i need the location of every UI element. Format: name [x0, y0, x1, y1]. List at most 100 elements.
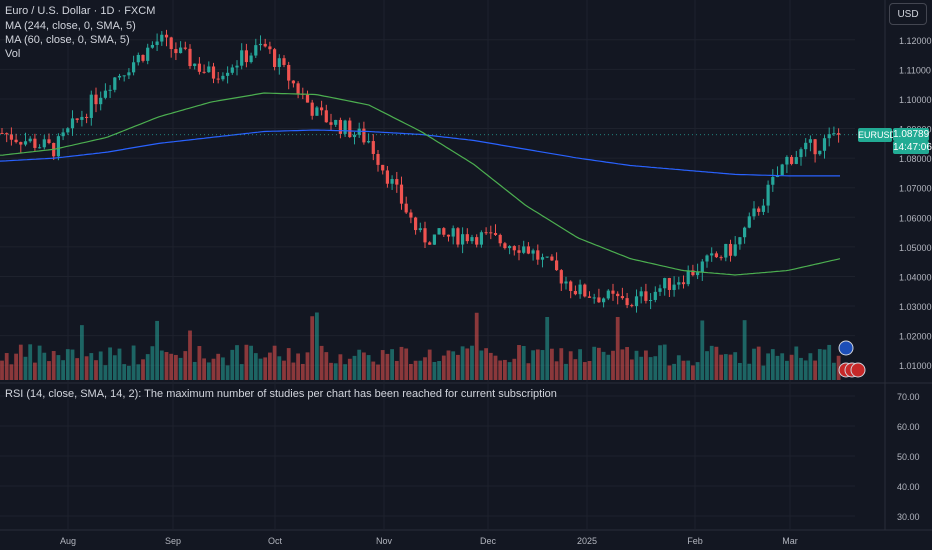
candle-body [273, 49, 277, 67]
candle-body [522, 246, 526, 253]
volume-bar [488, 352, 493, 380]
volume-bar [56, 355, 61, 380]
candle-body [743, 227, 747, 238]
candle-body [493, 233, 498, 235]
volume-bar [672, 363, 676, 380]
candle-body [804, 142, 808, 150]
volume-bar [347, 358, 352, 380]
candle-body [155, 41, 159, 45]
candle-body [23, 141, 28, 145]
candle-body [837, 133, 841, 135]
volume-bar [611, 350, 615, 380]
volume-bar [775, 355, 780, 380]
volume-bar [752, 348, 756, 380]
volume-bar [145, 354, 150, 380]
candle-body [705, 255, 709, 262]
volume-bar [446, 350, 451, 380]
price-axis-label: 1.12000 [899, 36, 932, 46]
candle-body [291, 80, 295, 84]
axes: 1.120001.110001.100001.090001.080001.070… [60, 36, 932, 546]
candle-body [395, 179, 399, 185]
candle-body [409, 212, 413, 218]
volume-bar [333, 363, 338, 380]
volume-bar [484, 348, 488, 380]
volume-bar [723, 354, 728, 380]
time-axis-label: Oct [268, 536, 283, 546]
volume-bar [249, 345, 253, 380]
candle-body [508, 246, 512, 249]
candle-body [19, 142, 23, 145]
volume-bar [437, 361, 441, 380]
candle-body [38, 147, 42, 149]
volume-bar [531, 350, 535, 380]
volume-bar [451, 351, 456, 380]
event-marker-icon[interactable] [838, 340, 854, 356]
volume-bar [836, 355, 841, 380]
volume-bar [33, 362, 37, 380]
candle-body [446, 234, 451, 237]
candle-body [226, 72, 230, 76]
volume-bar [709, 345, 714, 380]
volume-bar [80, 325, 84, 380]
candle-body [832, 133, 836, 135]
candle-body [611, 290, 615, 294]
candle-body [728, 243, 733, 256]
candle-body [531, 250, 535, 254]
candle-body [451, 228, 455, 237]
candle-body [771, 177, 775, 185]
candle-body [808, 139, 812, 143]
candle-body [28, 138, 32, 142]
ma244-legend[interactable]: MA (244, close, 0, SMA, 5) [5, 20, 136, 32]
price-axis-label: 1.03000 [899, 302, 932, 312]
volume-bar [258, 358, 263, 380]
candle-body [141, 54, 145, 61]
candle-body [244, 50, 248, 63]
ma60-legend[interactable]: MA (60, close, 0, SMA, 5) [5, 34, 130, 46]
candle-body [653, 291, 657, 300]
volume-bar [9, 364, 14, 380]
event-marker-icon[interactable] [850, 362, 866, 378]
volume-legend[interactable]: Vol [5, 48, 21, 60]
volume-bar [291, 362, 296, 380]
volume-bar [573, 359, 578, 380]
candle-body [338, 119, 342, 134]
volume-bar [385, 353, 390, 380]
volume-bar [766, 353, 770, 380]
volume-bar [310, 316, 315, 380]
price-axis-label: 1.06000 [899, 213, 932, 223]
candlesticks [0, 29, 841, 313]
candle-body [573, 290, 577, 295]
volume-bar [324, 352, 329, 380]
candle-body [555, 260, 559, 271]
volume-bar [644, 350, 648, 380]
volume-bar [221, 357, 225, 380]
candle-body [164, 34, 169, 38]
volume-bar [61, 360, 65, 380]
candle-body [414, 217, 418, 231]
volume-bar [705, 351, 709, 380]
volume-bar [832, 362, 836, 380]
time-axis-label: Dec [480, 536, 497, 546]
symbol-title[interactable]: Euro / U.S. Dollar · 1D · FXCM [5, 5, 156, 17]
volume-bar [75, 358, 80, 380]
candle-body [56, 136, 60, 157]
candle-body [418, 228, 422, 231]
candle-body [503, 243, 507, 249]
candle-body [179, 47, 183, 54]
volume-bar [42, 352, 47, 380]
volume-bar [470, 345, 474, 380]
rsi-legend[interactable]: RSI (14, close, SMA, 14, 2): The maximum… [5, 388, 557, 400]
volume-bar [474, 312, 479, 380]
candle-body [320, 107, 324, 111]
volume-bar [4, 353, 9, 380]
volume-bar [131, 345, 136, 380]
rsi-axis-label: 60.00 [897, 422, 920, 432]
price-axis-label: 1.08000 [899, 154, 932, 164]
candle-body [672, 284, 676, 290]
candle-body [390, 179, 394, 184]
volume-bar [550, 348, 554, 380]
candle-body [160, 34, 164, 42]
volume-bar [761, 365, 766, 380]
currency-button[interactable]: USD [889, 3, 927, 25]
